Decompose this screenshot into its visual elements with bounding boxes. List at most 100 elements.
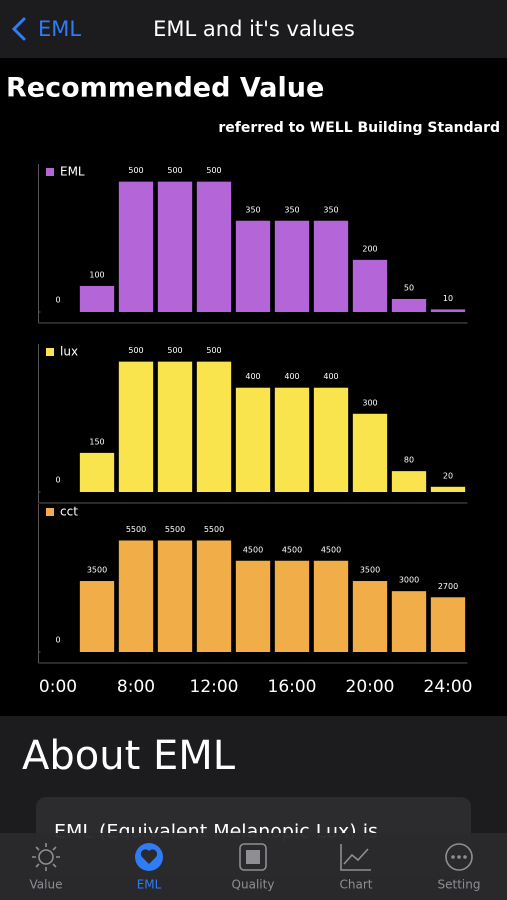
value-label: 5500: [204, 525, 224, 534]
value-label: 3500: [87, 566, 107, 575]
value-label: 500: [167, 346, 182, 355]
tab-eml[interactable]: EML: [135, 843, 163, 892]
tab-label[interactable]: Value: [30, 878, 63, 892]
tab-icon-dot: [463, 855, 467, 859]
bar: [157, 361, 193, 492]
bar: [235, 387, 271, 492]
bar: [391, 298, 427, 312]
bar: [196, 361, 232, 492]
tab-icon-rays: [32, 843, 60, 871]
tab-icon: [38, 849, 54, 865]
x-tick-label: 12:00: [190, 677, 239, 697]
legend-label: cct: [60, 505, 78, 519]
value-label: 200: [362, 244, 377, 253]
y-tick-label: 0: [55, 476, 60, 485]
value-label: 4500: [282, 545, 302, 554]
bar: [118, 361, 154, 492]
value-label: 100: [89, 270, 104, 279]
back-button[interactable]: EML: [38, 17, 81, 41]
tab-label[interactable]: Chart: [340, 878, 373, 892]
value-label: 50: [404, 283, 414, 292]
value-label: 4500: [243, 545, 263, 554]
bar: [79, 452, 115, 492]
bar: [313, 387, 349, 492]
value-label: 300: [362, 398, 377, 407]
tab-quality[interactable]: Quality: [232, 843, 275, 892]
value-label: 5500: [165, 525, 185, 534]
section-title: Recommended Value: [6, 73, 324, 104]
bar: [313, 560, 349, 652]
tab-label[interactable]: EML: [137, 878, 162, 892]
tab-icon-inner: [246, 850, 260, 864]
tab-icon: [445, 843, 473, 871]
value-label: 500: [128, 166, 143, 175]
legend-label: EML: [60, 165, 85, 179]
tab-icon-heart: [140, 849, 158, 864]
bar: [391, 471, 427, 492]
legend-swatch: [46, 168, 54, 176]
tab-chart[interactable]: Chart: [340, 844, 373, 892]
value-label: 5500: [126, 525, 146, 534]
legend-swatch: [46, 508, 54, 516]
value-label: 2700: [438, 582, 458, 591]
back-chevron[interactable]: [11, 17, 26, 41]
about-title: About EML: [22, 733, 236, 779]
x-tick-label: 0:00: [39, 677, 77, 697]
value-label: 500: [206, 346, 221, 355]
value-label: 400: [284, 372, 299, 381]
value-label: 80: [404, 456, 414, 465]
value-label: 350: [284, 205, 299, 214]
bar: [274, 220, 310, 312]
bar: [157, 181, 193, 312]
x-tick-label: 16:00: [268, 677, 317, 697]
bar: [118, 540, 154, 652]
bar: [352, 413, 388, 492]
bar: [391, 591, 427, 652]
x-tick-label: 8:00: [117, 677, 155, 697]
value-label: 20: [443, 471, 453, 480]
bar: [313, 220, 349, 312]
tab-icon-dot: [451, 855, 455, 859]
value-label: 350: [245, 205, 260, 214]
value-label: 500: [128, 346, 143, 355]
tab-icon-dot: [457, 855, 461, 859]
bar: [352, 581, 388, 652]
value-label: 3000: [399, 576, 419, 585]
bar: [118, 181, 154, 312]
legend-label: lux: [60, 345, 78, 359]
x-tick-label: 24:00: [424, 677, 473, 697]
nav-title: EML and it's values: [153, 17, 355, 41]
tab-value[interactable]: Value: [30, 843, 63, 892]
value-label: 400: [245, 372, 260, 381]
bar: [235, 220, 271, 312]
legend-swatch: [46, 348, 54, 356]
tab-label[interactable]: Quality: [232, 878, 275, 892]
y-tick-label: 0: [55, 636, 60, 645]
tab-setting[interactable]: Setting: [438, 843, 481, 892]
bar: [352, 259, 388, 312]
value-label: 500: [206, 166, 221, 175]
bar: [430, 486, 466, 492]
bar: [157, 540, 193, 652]
bar: [235, 560, 271, 652]
value-label: 10: [443, 294, 453, 303]
value-label: 3500: [360, 566, 380, 575]
bar: [79, 285, 115, 312]
x-tick-label: 20:00: [346, 677, 395, 697]
bar: [196, 181, 232, 312]
bar: [79, 581, 115, 652]
bar: [430, 597, 466, 652]
value-label: 500: [167, 166, 182, 175]
value-label: 350: [323, 205, 338, 214]
bar: [274, 560, 310, 652]
value-label: 150: [89, 437, 104, 446]
bar: [430, 309, 466, 312]
tab-icon: [340, 844, 371, 871]
y-tick-label: 0: [55, 296, 60, 305]
tab-icon: [239, 843, 267, 871]
value-label: 400: [323, 372, 338, 381]
tab-label[interactable]: Setting: [438, 878, 481, 892]
nav-bar: [0, 0, 507, 58]
